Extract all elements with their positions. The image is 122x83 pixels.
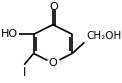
Text: O: O [50, 2, 58, 12]
Text: HO: HO [1, 29, 18, 39]
Text: CH₂OH: CH₂OH [86, 31, 122, 41]
Text: I: I [23, 66, 26, 79]
Text: O: O [49, 58, 57, 68]
